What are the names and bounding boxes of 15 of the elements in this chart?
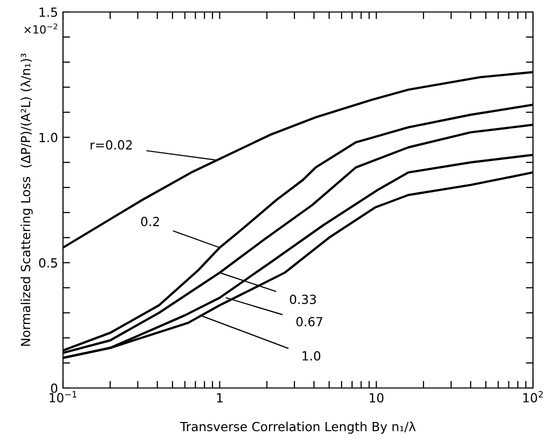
x-tick-label: 10$^{2}$ [523,390,543,402]
y-axis-title: Normalized Scattering Loss (ΔP/P)/(A²L) (λ/n₁)³ [20,54,33,346]
y-tick-label: 1.0 [40,132,58,142]
y-tick-label: 0.5 [39,258,58,268]
x-tick-label: 1 [217,393,222,402]
y-tick-label: 0 [51,383,58,393]
y-tick-label: 1.5 [40,8,58,17]
text: ×10$^{−2}$ [24,23,58,34]
annotation: 0.2 [141,216,159,226]
annotation: 0.67 [296,316,322,326]
x-tick-label: 10 [370,393,384,403]
x-axis-title: Transverse Correlation Length By n₁/λ [180,422,416,434]
annotation: r=0.02 [90,140,132,150]
annotation: 1.0 [302,351,320,361]
annotation: 0.33 [290,294,316,304]
